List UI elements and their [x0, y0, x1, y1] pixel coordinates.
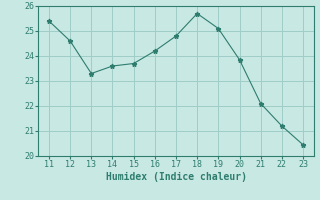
X-axis label: Humidex (Indice chaleur): Humidex (Indice chaleur) — [106, 172, 246, 182]
